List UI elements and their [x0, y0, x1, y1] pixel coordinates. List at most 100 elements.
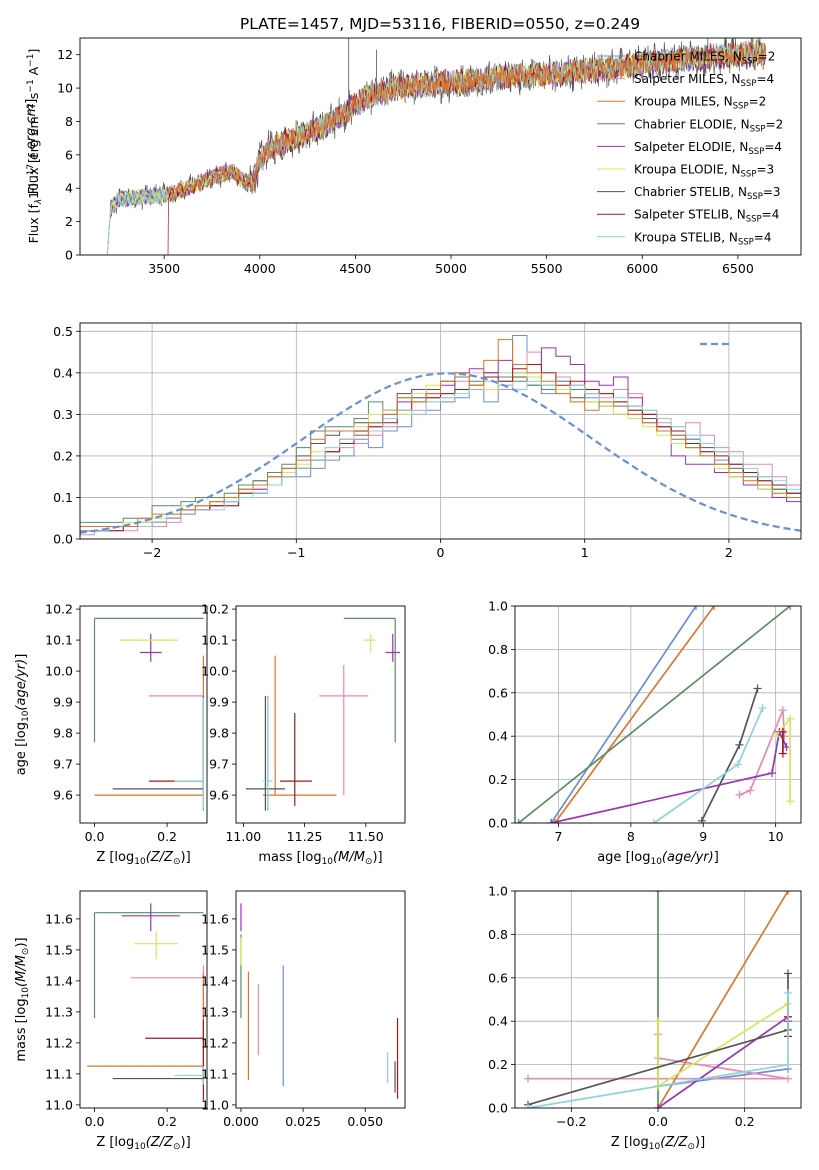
label-text: Z [log — [96, 1135, 134, 1150]
label-subscript: 10 — [650, 857, 662, 867]
x-tick-label: 10 — [768, 829, 784, 844]
massweight-series-kroupa-elodie — [771, 714, 795, 806]
x-tick-label: 9 — [699, 829, 707, 844]
y-tick-label: 10.1 — [201, 633, 229, 648]
label-text: (age/yr) — [662, 850, 714, 865]
x-tick-label: 5500 — [531, 261, 563, 276]
errorbar-salpeter-elodie — [385, 633, 401, 662]
plot-area — [87, 903, 204, 1101]
errorbar-chabrier-stelib — [112, 695, 204, 790]
y-tick-label: 9.8 — [209, 726, 229, 741]
histogram-salpeter-elodie — [80, 347, 801, 539]
plot-area — [93, 617, 204, 811]
label-text: Flux [f — [27, 153, 42, 194]
label-text: (Z/Z — [146, 1135, 174, 1150]
legend-entry: Kroupa MILES, NSSP=2 — [634, 95, 766, 112]
label-subscript: 10 — [21, 987, 31, 999]
plot-area — [524, 891, 792, 1108]
x-tick-label: 11.50 — [348, 829, 384, 844]
label-subscript: ⊙ — [21, 948, 31, 956]
label-subscript: 10 — [322, 857, 334, 867]
legend-label: =4 — [764, 140, 782, 154]
legend-subscript: SSP — [747, 192, 763, 202]
x-tick-label: 0.2 — [735, 1114, 755, 1129]
y-tick-label: 0.6 — [488, 970, 508, 985]
histogram-salpeter-miles — [80, 351, 801, 539]
label-text: )] — [181, 850, 191, 865]
massweight-series-kroupa-stelib — [524, 988, 792, 1108]
label-subscript: ⊙ — [173, 857, 181, 867]
legend-subscript: SSP — [746, 215, 762, 225]
errorbar-salpeter-elodie — [139, 633, 162, 662]
legend-label: =4 — [754, 230, 772, 244]
x-tick-label: 7 — [554, 829, 562, 844]
axes-frame — [235, 605, 406, 824]
x-tick-label: 0.0 — [648, 1114, 668, 1129]
label-superscript: −2 — [26, 103, 36, 116]
label-text: ] — [26, 49, 41, 54]
legend-label: Salpeter STELIB, N — [634, 208, 746, 222]
label-text: s — [26, 93, 41, 104]
y-tick-label: 9.7 — [209, 757, 229, 772]
errorbar-chabrier-stelib — [245, 695, 285, 811]
legend-label: Chabrier MILES, N — [634, 50, 742, 64]
y-tick-label: 0.0 — [488, 816, 508, 831]
mass-vs-metallicity-panel: 0.0 0.2 11.0 11.1 11.2 11.3 11.4 11.5 11.6 Z [log… — [14, 890, 208, 1152]
normal-distribution-curve — [80, 372, 801, 534]
plot-area — [106, 38, 766, 255]
y-tick-label: 6 — [65, 147, 73, 162]
residuals-histogram-panel: −2 −1 0 1 2 0.0 0.1 0.2 0.3 0.4 0.5 — [53, 322, 802, 560]
label-superscript: −1 — [26, 54, 36, 67]
errorbar-chabrier-elodie — [343, 617, 396, 743]
x-tick-label: 8 — [627, 829, 635, 844]
legend-label: Kroupa MILES, N — [634, 95, 733, 109]
x-tick-label: 3500 — [148, 261, 180, 276]
y-tick-label: 0.4 — [488, 1014, 508, 1029]
legend-label: Kroupa ELODIE, N — [634, 163, 741, 177]
y-tick-label: 11.4 — [45, 973, 73, 988]
y-tick-label: 0.3 — [53, 407, 73, 422]
histogram-chabrier-stelib — [80, 376, 801, 539]
legend-entry: Chabrier MILES, NSSP=2 — [634, 50, 775, 67]
label-subscript: 10 — [134, 857, 146, 867]
y-axis-label: mass [log10(M/M⊙)] — [14, 937, 31, 1061]
legend-entry: Kroupa STELIB, NSSP=4 — [634, 230, 772, 247]
y-tick-label: 11.2 — [45, 1035, 73, 1050]
label-text: age [log — [597, 850, 650, 865]
y-tick-label: 10.2 — [201, 602, 229, 617]
legend-label: Salpeter ELODIE, N — [634, 140, 748, 154]
y-tick-label: 4 — [65, 181, 73, 196]
label-subscript: ⊙ — [365, 857, 373, 867]
label-text: Z [log — [96, 850, 134, 865]
label-superscript: −1 — [26, 79, 36, 92]
series-line — [739, 709, 786, 796]
y-tick-label: 11.6 — [45, 911, 73, 926]
massweight-series-salpeter-stelib — [778, 727, 787, 758]
errorbar-salpeter-stelib — [280, 712, 312, 806]
x-axis-label: Z [log10(Z/Z⊙)] — [96, 1135, 190, 1152]
errorbar-salpeter-elodie — [121, 903, 180, 932]
x-tick-label: 0.2 — [157, 1114, 177, 1129]
legend-subscript: SSP — [741, 79, 757, 89]
massweight-vs-metallicity-panel: −0.2 0.0 0.2 0.0 0.2 0.4 0.6 0.8 1.0 Z [log10(Z/Z… — [488, 884, 802, 1152]
errorbar-kroupa-miles — [94, 655, 204, 796]
y-tick-label: 8 — [65, 114, 73, 129]
y-tick-label: 11.2 — [201, 1035, 229, 1050]
y-tick-label: 0.0 — [53, 532, 73, 547]
y-tick-label: 0.1 — [53, 490, 73, 505]
series-line — [551, 729, 788, 823]
legend-label: =2 — [749, 95, 767, 109]
histogram-salpeter-stelib — [80, 364, 801, 539]
axes-frame — [514, 890, 802, 1109]
label-text: )] — [695, 1135, 705, 1150]
axes-frame — [235, 890, 406, 1109]
y-tick-label: 1.0 — [488, 599, 508, 614]
y-tick-label: 9.6 — [53, 788, 73, 803]
y-tick-label: 0 — [65, 248, 73, 263]
mass-vs-ebv-panel: 0.000 0.025 0.050 11.0 11.1 11.2 11.3 11.4 11.5 1… — [201, 890, 406, 1129]
x-tick-label: 0.000 — [223, 1114, 259, 1129]
x-tick-label: 4500 — [339, 261, 371, 276]
y-tick-label: 2 — [65, 214, 73, 229]
y-tick-label: 10.1 — [45, 633, 73, 648]
